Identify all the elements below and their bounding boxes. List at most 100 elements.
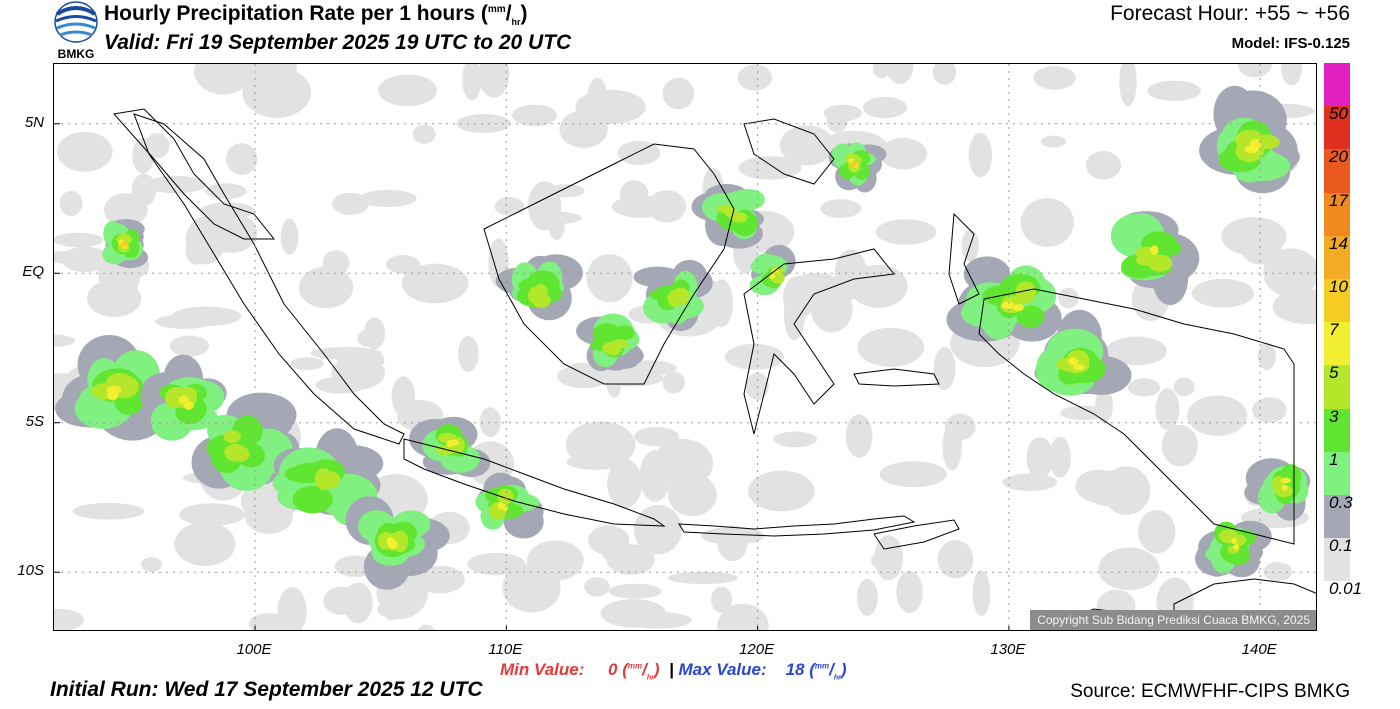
precip-cell (634, 505, 682, 555)
precip-cell (783, 288, 805, 341)
precip-cell (1002, 473, 1058, 491)
precip-cell (1049, 436, 1071, 478)
precip-cell (501, 503, 509, 511)
legend-color-swatch (1324, 451, 1350, 495)
precip-cell (1015, 281, 1036, 304)
precip-cell (639, 450, 671, 502)
precip-cell (857, 327, 925, 367)
precip-cell (1033, 66, 1076, 90)
legend-label: 20 (1329, 147, 1348, 167)
precip-cell (1138, 510, 1176, 554)
precip-cell (458, 335, 479, 372)
map-canvas (54, 64, 1316, 630)
precip-cell (845, 414, 873, 458)
precip-cell (57, 131, 113, 172)
precip-cell (619, 180, 649, 210)
precip-cell (478, 64, 510, 98)
legend-label: 14 (1329, 233, 1348, 253)
precip-cell (1001, 301, 1015, 309)
legend-label: 1 (1329, 449, 1339, 469)
valid-time: Valid: Fri 19 September 2025 19 UTC to 2… (104, 31, 572, 54)
precip-cell (896, 570, 923, 613)
legend-label: 10 (1329, 277, 1348, 296)
precip-cell (872, 64, 890, 79)
precip-cell (310, 347, 382, 360)
precip-cell (332, 192, 369, 215)
precip-cell (1073, 364, 1085, 371)
legend-label: 0.3 (1329, 493, 1353, 512)
precip-cell (1280, 477, 1291, 484)
color-legend (1324, 63, 1350, 582)
precip-cell (497, 488, 514, 505)
precip-cell (738, 156, 802, 180)
precip-cell (292, 485, 333, 514)
precip-cell (968, 132, 992, 178)
precip-cell (1152, 240, 1182, 257)
precip-cell (174, 522, 236, 566)
precip-cell (132, 137, 154, 174)
legend-label: 7 (1329, 320, 1339, 340)
precip-cell (54, 334, 75, 347)
precip-cell (1173, 377, 1195, 397)
precip-cell (479, 407, 501, 437)
precip-cell (1263, 248, 1316, 297)
precip-cell (532, 293, 551, 308)
legend-label: 50 (1329, 104, 1348, 124)
precip-cell (933, 346, 956, 391)
precip-cell (121, 241, 127, 247)
precip-cell (462, 64, 482, 101)
precip-cell (730, 212, 748, 223)
copyright-notice: Copyright Sub Bidang Prediksi Cuaca BMKG… (1030, 610, 1316, 630)
precip-cell (662, 77, 695, 110)
precip-cell (59, 190, 83, 216)
legend-color-swatch (1324, 278, 1350, 323)
bmkg-logo: BMKG (54, 1, 98, 60)
precip-cell (1244, 145, 1259, 154)
legend-label: 5 (1329, 363, 1339, 383)
precip-cell (72, 503, 145, 520)
precip-cell (725, 343, 784, 370)
precip-cell (359, 189, 417, 207)
precip-cell (512, 104, 557, 127)
precip-cell (879, 461, 947, 488)
precip-cell (1150, 245, 1158, 254)
lat-tick-label: 5S (25, 412, 44, 430)
precip-cell (1257, 342, 1276, 371)
precip-cell (932, 64, 957, 85)
precip-cell (602, 547, 644, 563)
legend-label: 17 (1329, 190, 1348, 210)
precip-cell (851, 161, 857, 167)
precip-cell (608, 583, 662, 599)
precip-cell (871, 551, 900, 570)
precip-cell (1272, 289, 1316, 325)
precip-cell (1098, 547, 1160, 591)
precip-cell (1191, 278, 1254, 308)
max-value-label: Max Value: (678, 660, 767, 679)
precip-cell (1058, 287, 1079, 309)
precip-cell (1263, 562, 1293, 581)
precip-cell (634, 427, 679, 447)
precip-cell (584, 577, 610, 597)
lat-tick-label: EQ (22, 263, 44, 281)
precip-cell (1085, 151, 1121, 180)
precip-cell (1082, 470, 1137, 507)
precip-cell (1060, 405, 1107, 420)
precip-cell (1252, 397, 1287, 423)
lon-tick-label: 100E (236, 641, 272, 658)
precip-cell (1016, 305, 1045, 328)
precip-cell (963, 256, 1011, 292)
precip-cell (131, 173, 157, 207)
precipitation-field (54, 64, 1316, 630)
precip-cell (494, 197, 525, 216)
precip-cell (1238, 64, 1272, 78)
precip-cell (617, 140, 661, 166)
precip-cell (863, 96, 907, 119)
precip-cell (586, 77, 609, 127)
lon-tick-label: 120E (739, 641, 775, 658)
lat-tick-label: 10S (17, 562, 44, 580)
precip-cell (856, 578, 878, 617)
min-max-values: Min Value: 0 (mm/hr) | Max Value: 18 (mm… (500, 660, 847, 682)
precip-cell (54, 232, 104, 248)
lon-tick-label: 130E (990, 641, 1026, 658)
precip-cell (875, 219, 937, 245)
